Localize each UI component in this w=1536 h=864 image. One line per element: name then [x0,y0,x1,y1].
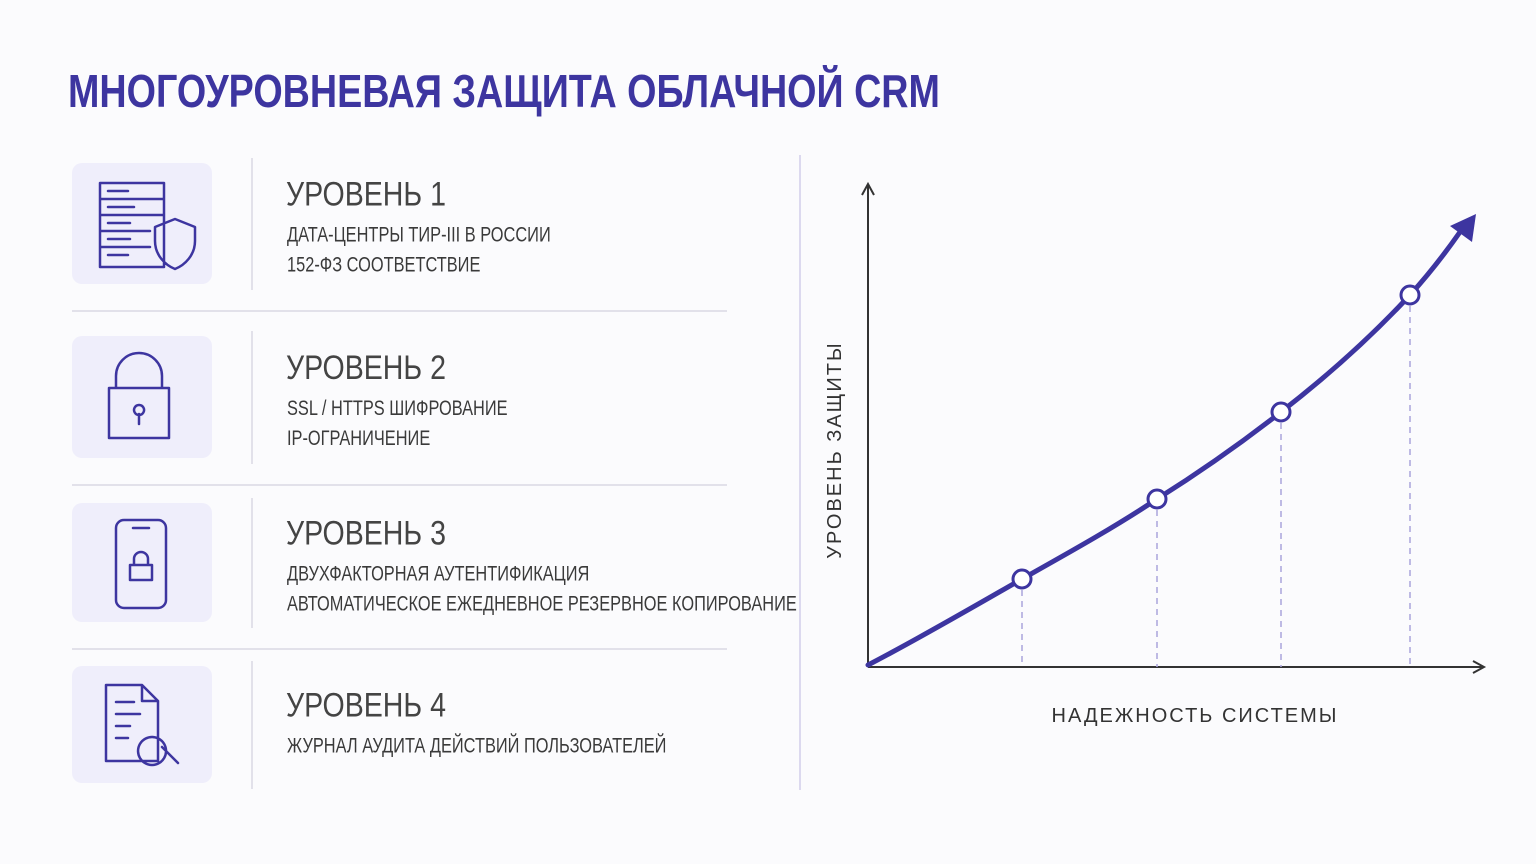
points [1011,284,1421,590]
curve-arrow [1450,214,1476,242]
levels: УРОВЕНЬ 1 ДАТА-ЦЕНТРЫ ТИР-III В РОССИИ 152… [72,158,797,789]
icon-box [72,666,212,783]
icon [98,181,197,271]
icon-box [72,336,212,458]
level-title: УРОВЕНЬ 3 [286,514,446,552]
level-line: ЖУРНАЛ АУДИТА ДЕЙСТВИЙ ПОЛЬЗОВАТЕЛЕЙ [287,734,666,757]
icon-box [72,163,212,284]
title: МНОГОУРОВНЕВАЯ ЗАЩИТА ОБЛАЧНОЙ CRM [68,64,940,116]
level-title: УРОВЕНЬ 2 [286,349,446,387]
point [1146,488,1168,510]
level-line: ДАТА-ЦЕНТРЫ ТИР-III В РОССИИ [287,223,551,246]
level: УРОВЕНЬ 3 ДВУХФАКТОРНАЯ АУТЕНТИФИКАЦИЯ АВТ… [72,498,797,650]
x-arrow [1472,660,1487,674]
level-line: ДВУХФАКТОРНАЯ АУТЕНТИФИКАЦИЯ [287,562,589,585]
level: УРОВЕНЬ 4 ЖУРНАЛ АУДИТА ДЕЙСТВИЙ ПОЛЬЗОВА… [72,661,666,789]
icon [104,683,180,767]
icon [114,518,168,610]
drop-lines [1021,295,1411,667]
y-arrow [861,181,875,196]
icon-box [72,503,212,622]
point [1270,401,1292,423]
level-line: IP-ОГРАНИЧЕНИЕ [287,426,430,449]
level: УРОВЕНЬ 1 ДАТА-ЦЕНТРЫ ТИР-III В РОССИИ 152… [72,158,727,312]
y-axis-label: УРОВЕНЬ ЗАЩИТЫ [824,341,846,558]
level-line: АВТОМАТИЧЕСКОЕ ЕЖЕДНЕВНОЕ РЕЗЕРВНОЕ КОПИ… [287,592,797,615]
point [1399,284,1421,306]
level-line: 152-ФЗ СООТВЕТСТВИЕ [287,253,480,276]
x-axis-label: НАДЕЖНОСТЬ СИСТЕМЫ [1052,705,1339,727]
diagram: НАДЕЖНОСТЬ СИСТЕМЫ УРОВЕНЬ ЗАЩИТЫ [824,181,1487,727]
level-title: УРОВЕНЬ 4 [286,686,446,724]
icon [107,351,171,440]
level: УРОВЕНЬ 2 SSL / HTTPS ШИФРОВАНИЕ IP-ОГРАНИ… [72,331,727,486]
level-line: SSL / HTTPS ШИФРОВАНИЕ [287,396,508,419]
level-title: УРОВЕНЬ 1 [286,175,446,213]
point [1011,568,1033,590]
